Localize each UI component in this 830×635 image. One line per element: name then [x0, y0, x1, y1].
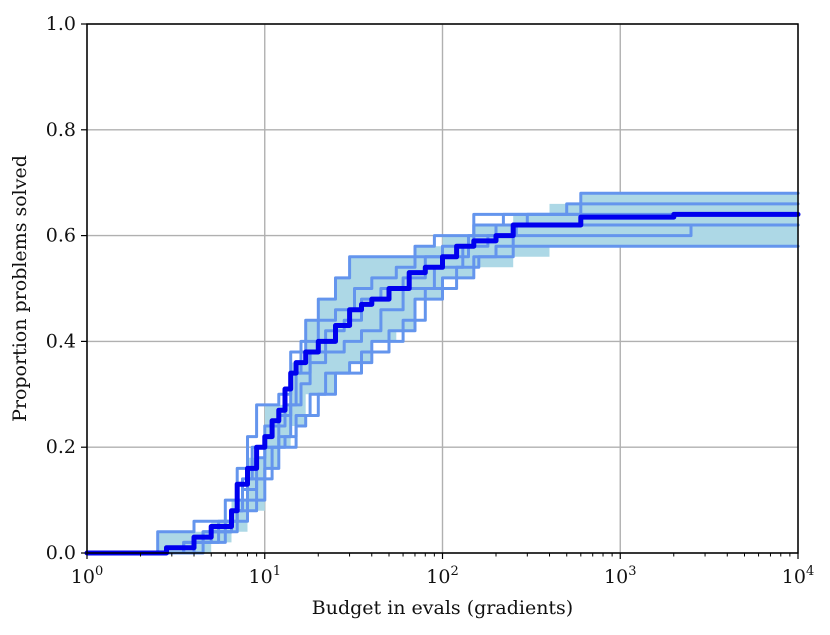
run-line — [85, 191, 800, 555]
x-tick-labels: 100 101 102 103 104 — [71, 564, 814, 588]
x-tick-label: 100 — [71, 564, 103, 588]
y-tick-label: 0.2 — [46, 436, 76, 458]
run-lines — [85, 191, 800, 555]
axis-ticks — [81, 23, 799, 559]
y-tick-label: 1.0 — [46, 13, 76, 35]
run-line — [85, 244, 800, 555]
y-tick-label: 0.8 — [46, 119, 76, 141]
y-tick-label: 0.6 — [46, 225, 76, 247]
x-tick-label: 103 — [604, 564, 636, 588]
x-axis-label: Budget in evals (gradients) — [312, 597, 573, 619]
y-axis-label: Proportion problems solved — [9, 155, 31, 422]
mean-line-path — [84, 211, 801, 556]
run-line — [85, 212, 800, 555]
mean-line — [84, 211, 801, 556]
y-tick-label: 0.4 — [46, 330, 76, 352]
x-tick-label: 102 — [426, 564, 458, 588]
y-tick-label: 0.0 — [46, 542, 76, 564]
x-tick-label: 104 — [782, 564, 814, 588]
y-tick-labels: 0.0 0.2 0.4 0.6 0.8 1.0 — [46, 13, 76, 564]
x-tick-label: 101 — [249, 564, 281, 588]
